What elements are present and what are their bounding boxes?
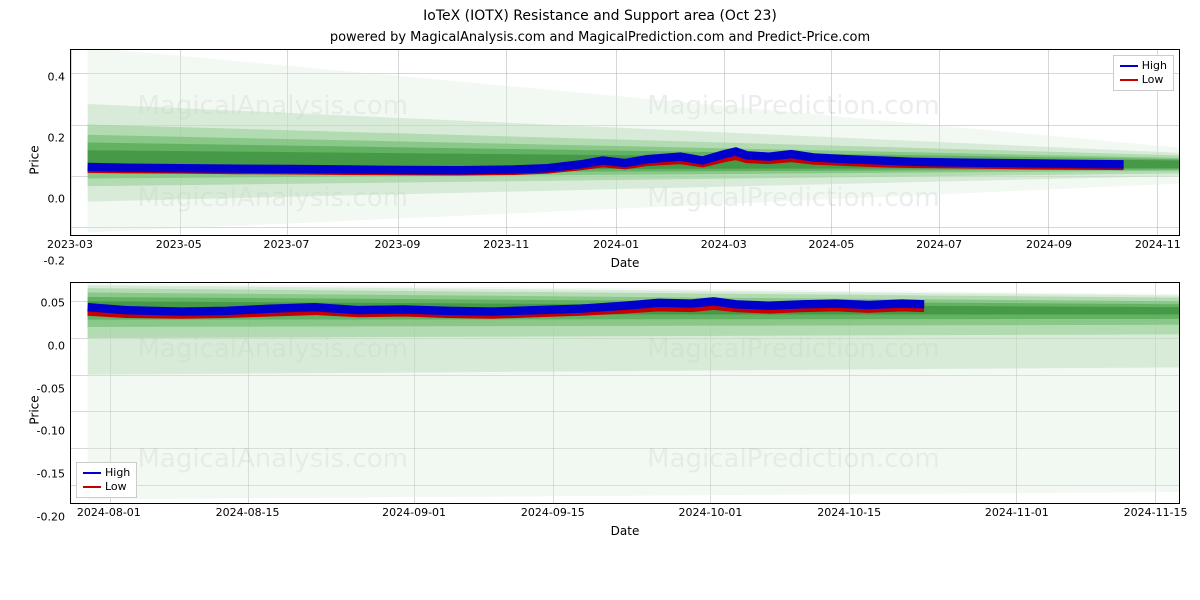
x-ticks-bottom: 2024-08-01 2024-08-15 2024-09-01 2024-09-15… — [70, 504, 1180, 522]
x-tick-label: 2024-09-01 — [382, 506, 446, 519]
legend-swatch — [83, 486, 101, 488]
legend-item: Low — [1120, 73, 1167, 87]
legend-label: Low — [1142, 73, 1164, 87]
x-tick-label: 2023-09 — [374, 238, 420, 251]
legend-swatch — [1120, 79, 1138, 81]
y-tick-label: 0.0 — [48, 340, 66, 353]
y-tick-label: -0.15 — [37, 468, 65, 481]
line-svg-top — [71, 50, 1179, 235]
x-tick-label: 2024-07 — [916, 238, 962, 251]
x-tick-label: 2024-10-01 — [679, 506, 743, 519]
chart-panel-bottom: Price -0.20-0.15-0.10-0.050.00.05 HighLo… — [70, 282, 1180, 538]
chart-panel-top: Price -0.20.00.20.4 HighLow MagicalAnaly… — [70, 49, 1180, 270]
y-tick-label: 0.0 — [48, 193, 66, 206]
legend-label: Low — [105, 480, 127, 494]
chart-subtitle: powered by MagicalAnalysis.com and Magic… — [0, 24, 1200, 49]
x-tick-label: 2024-05 — [808, 238, 854, 251]
x-tick-label: 2023-05 — [156, 238, 202, 251]
line-svg-bottom — [71, 283, 1179, 503]
y-ticks-top: -0.2 0.0 0.2 0.4 — [20, 49, 65, 270]
legend-swatch — [1120, 65, 1138, 67]
x-tick-label: 2024-09-15 — [521, 506, 585, 519]
plot-area-top: HighLow MagicalAnalysis.comMagicalAnalys… — [70, 49, 1180, 236]
legend-bottom: HighLow — [76, 462, 137, 498]
legend-top: HighLow — [1113, 55, 1174, 91]
y-tick-label: 0.05 — [41, 297, 66, 310]
legend-item: High — [1120, 59, 1167, 73]
y-tick-label: 0.4 — [48, 70, 66, 83]
plot-area-bottom: HighLow MagicalAnalysis.comMagicalAnalys… — [70, 282, 1180, 504]
x-tick-label: 2024-10-15 — [817, 506, 881, 519]
x-tick-label: 2024-09 — [1026, 238, 1072, 251]
y-tick-label: -0.10 — [37, 425, 65, 438]
legend-item: Low — [83, 480, 130, 494]
y-tick-label: 0.2 — [48, 132, 66, 145]
y-tick-label: -0.20 — [37, 510, 65, 523]
x-axis-label-top: Date — [70, 254, 1180, 270]
x-tick-label: 2024-08-01 — [77, 506, 141, 519]
x-tick-label: 2023-07 — [263, 238, 309, 251]
chart-main-title: IoTeX (IOTX) Resistance and Support area… — [0, 0, 1200, 24]
x-tick-label: 2023-11 — [483, 238, 529, 251]
x-tick-label: 2024-03 — [701, 238, 747, 251]
legend-swatch — [83, 472, 101, 474]
x-tick-label: 2024-11-01 — [985, 506, 1049, 519]
x-tick-label: 2023-03 — [47, 238, 93, 251]
x-axis-label-bottom: Date — [70, 522, 1180, 538]
x-tick-label: 2024-01 — [593, 238, 639, 251]
legend-label: High — [105, 466, 130, 480]
x-tick-label: 2024-11 — [1135, 238, 1181, 251]
x-tick-label: 2024-08-15 — [216, 506, 280, 519]
y-tick-label: -0.05 — [37, 382, 65, 395]
legend-label: High — [1142, 59, 1167, 73]
y-ticks-bottom: -0.20 -0.15 -0.10 -0.05 0.0 0.05 — [20, 282, 65, 538]
legend-item: High — [83, 466, 130, 480]
y-tick-label: -0.2 — [44, 254, 65, 267]
x-ticks-top: 2023-032023-052023-072023-092023-112024-… — [70, 236, 1180, 254]
x-tick-label: 2024-11-15 — [1124, 506, 1188, 519]
